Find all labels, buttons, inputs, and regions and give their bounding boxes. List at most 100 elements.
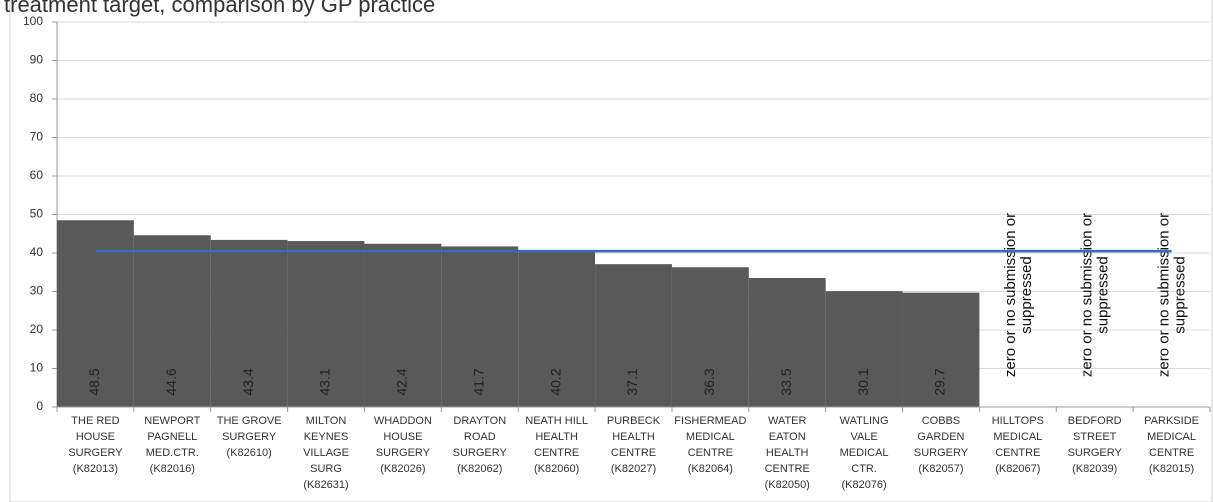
x-tick-label-line: CENTRE xyxy=(688,447,733,459)
x-tick-label-line: MED.CTR. xyxy=(146,447,199,459)
x-tick-label-line: HEALTH xyxy=(766,447,809,459)
bar xyxy=(210,239,288,407)
x-tick-label-line: HOUSE xyxy=(76,431,115,443)
x-tick-label-line: SURGERY xyxy=(376,447,431,459)
x-tick-label-line: MEDICAL xyxy=(840,447,889,459)
x-tick-label-line: (K82027) xyxy=(611,463,656,475)
x-tick-label-line: CENTRE xyxy=(1149,447,1194,459)
value-label: 30.1 xyxy=(855,368,871,395)
x-tick-label: DRAYTON ROAD SURGERY (K82062) xyxy=(453,415,508,475)
x-tick-label: BEDFORD STREET SURGERY (K82039) xyxy=(1068,415,1123,475)
x-tick-label: NEATH HILL HEALTH CENTRE (K82060) xyxy=(525,415,588,475)
x-tick-label-line: SURGERY xyxy=(914,447,969,459)
x-tick-label-line: (K82064) xyxy=(688,463,733,475)
x-tick-label-line: VALE xyxy=(850,431,877,443)
y-tick-label: 80 xyxy=(30,91,44,105)
y-tick-label: 100 xyxy=(23,14,43,28)
x-tick-label: HILLTOPS MEDICAL CENTRE (K82067) xyxy=(992,415,1044,475)
bar xyxy=(364,243,442,407)
x-tick-label-line: ROAD xyxy=(464,431,496,443)
x-tick-label-line: (K82057) xyxy=(918,463,963,475)
value-label: 43.1 xyxy=(317,368,333,395)
x-tick-label-line: MILTON xyxy=(306,415,347,427)
bar xyxy=(441,246,519,407)
bar xyxy=(825,291,903,407)
value-label: 29.7 xyxy=(932,368,948,395)
x-tick-label: THE GROVE SURGERY (K82610) xyxy=(217,415,282,459)
x-tick-label-line: CENTRE xyxy=(765,463,810,475)
x-tick-label-line: HILLTOPS xyxy=(992,415,1044,427)
x-tick-label-line: CENTRE xyxy=(611,447,656,459)
x-tick-label: THE RED HOUSE SURGERY (K82013) xyxy=(68,415,123,475)
x-tick-label: WATLING VALE MEDICAL CTR. (K82076) xyxy=(840,415,889,491)
y-tick-label: 90 xyxy=(30,53,44,67)
x-tick-label-line: (K82076) xyxy=(841,479,886,491)
chart-title: treatment target, comparison by GP pract… xyxy=(4,0,435,17)
value-label: 41.7 xyxy=(470,368,486,395)
x-tick-label: FISHERMEAD MEDICAL CENTRE (K82064) xyxy=(674,415,746,475)
y-tick-label: 30 xyxy=(30,284,44,298)
value-label: 42.4 xyxy=(394,368,410,395)
x-tick-label-line: CTR. xyxy=(851,463,877,475)
x-tick-label-line: SURGERY xyxy=(1068,447,1123,459)
x-tick-label-line: EATON xyxy=(769,431,806,443)
null-label: zero or no submission or xyxy=(1079,213,1096,377)
x-tick-label-line: GARDEN xyxy=(917,431,964,443)
null-label: zero or no submission or xyxy=(1002,213,1019,377)
y-tick-label: 20 xyxy=(30,322,44,336)
null-label: zero or no submission or xyxy=(1156,213,1173,377)
bar xyxy=(133,235,211,407)
x-tick-label-line: SURGERY xyxy=(453,447,508,459)
x-tick-label-line: MEDICAL xyxy=(993,431,1042,443)
y-tick-label: 0 xyxy=(36,399,43,413)
value-label: 33.5 xyxy=(778,368,794,395)
x-tick-label-line: DRAYTON xyxy=(453,415,506,427)
bar xyxy=(595,264,672,407)
x-tick-label: COBBS GARDEN SURGERY (K82057) xyxy=(914,415,969,475)
value-label: 43.4 xyxy=(240,368,256,395)
y-tick-label: 40 xyxy=(30,245,44,259)
x-tick-label-line: THE RED xyxy=(71,415,119,427)
x-tick-label-line: SURGERY xyxy=(222,431,277,443)
x-tick-label-line: FISHERMEAD xyxy=(674,415,746,427)
x-tick-label-line: (K82067) xyxy=(995,463,1040,475)
value-label: 36.3 xyxy=(701,368,717,395)
x-tick-label-line: NEATH HILL xyxy=(525,415,588,427)
bar xyxy=(287,241,365,407)
x-tick-label-line: WATLING xyxy=(840,415,889,427)
value-label: 44.6 xyxy=(163,368,179,395)
x-tick-label-line: (K82610) xyxy=(227,447,272,459)
x-tick-label-line: NEWPORT xyxy=(144,415,200,427)
x-tick-label-line: COBBS xyxy=(922,415,961,427)
value-label: 37.1 xyxy=(624,368,640,395)
bar xyxy=(748,278,826,407)
null-label: suppressed xyxy=(1172,256,1189,334)
value-label: 40.2 xyxy=(547,368,563,395)
x-tick-label-line: HOUSE xyxy=(383,431,422,443)
x-tick-label-line: WHADDON xyxy=(374,415,432,427)
x-tick-label-line: KEYNES xyxy=(304,431,349,443)
x-tick-label: MILTON KEYNES VILLAGE SURG (K82631) xyxy=(303,415,349,491)
x-tick-label-line: HEALTH xyxy=(612,431,655,443)
x-tick-label: PURBECK HEALTH CENTRE (K82027) xyxy=(607,415,661,475)
x-tick-label: WHADDON HOUSE SURGERY (K82026) xyxy=(374,415,432,475)
bar xyxy=(671,267,749,407)
x-tick-label-line: WATER xyxy=(768,415,807,427)
x-tick-label-line: STREET xyxy=(1073,431,1117,443)
null-label: suppressed xyxy=(1095,256,1112,334)
bar xyxy=(518,252,596,407)
x-tick-label-line: PARKSIDE xyxy=(1144,415,1199,427)
x-tick-label-line: BEDFORD xyxy=(1068,415,1122,427)
x-tick-label-line: (K82026) xyxy=(380,463,425,475)
value-label: 48.5 xyxy=(86,368,102,395)
y-tick-label: 60 xyxy=(30,168,44,182)
x-tick-label-line: MEDICAL xyxy=(686,431,735,443)
x-tick-label-line: MEDICAL xyxy=(1147,431,1196,443)
x-tick-label-line: (K82062) xyxy=(457,463,502,475)
x-tick-label-line: THE GROVE xyxy=(217,415,282,427)
x-tick-label: PARKSIDE MEDICAL CENTRE (K82015) xyxy=(1144,415,1199,475)
y-tick-label: 50 xyxy=(30,207,44,221)
bar xyxy=(902,292,980,407)
x-tick-label-line: (K82013) xyxy=(73,463,118,475)
